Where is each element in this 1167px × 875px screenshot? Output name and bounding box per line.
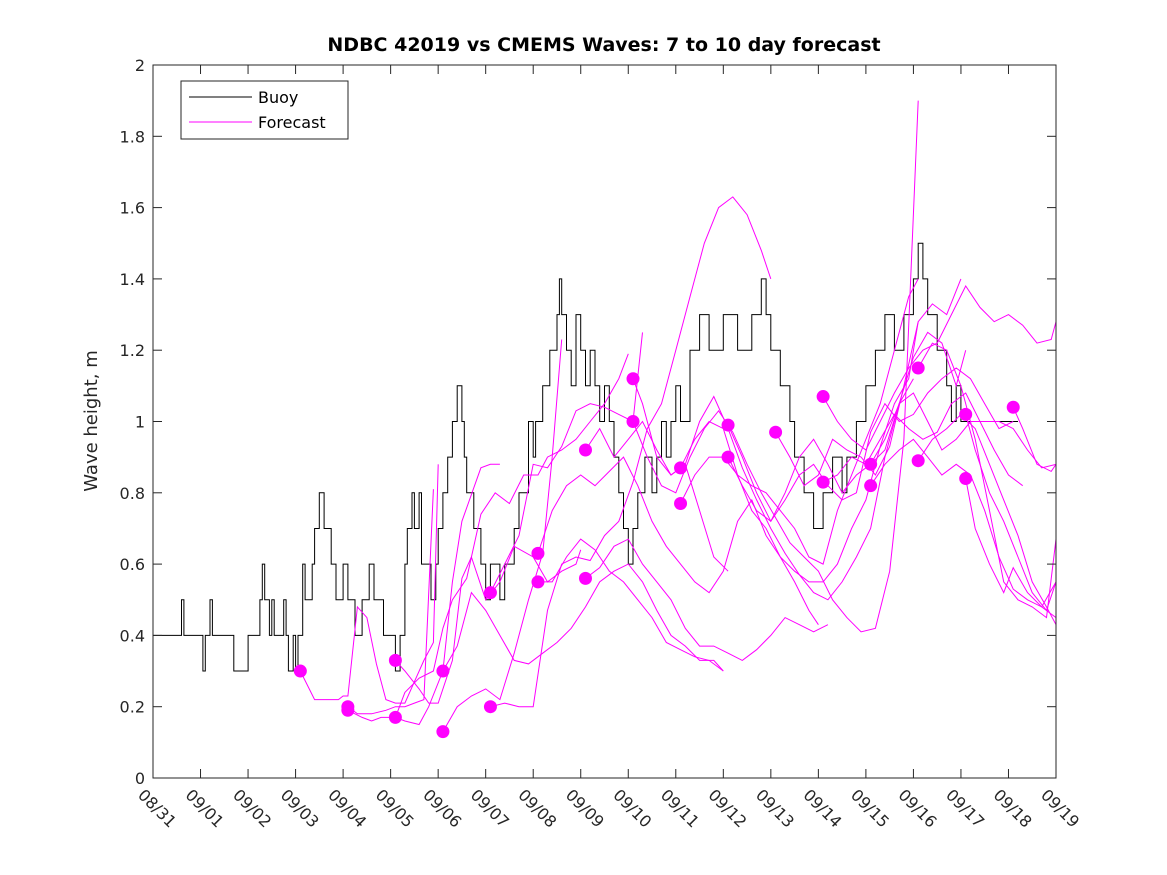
y-tick-label: 0.4	[120, 626, 145, 645]
plot-lines	[153, 100, 1056, 739]
forecast-series-line	[870, 438, 1056, 608]
forecast-series-line	[442, 339, 563, 732]
y-tick-label: 0	[135, 769, 145, 788]
legend-forecast-label: Forecast	[258, 113, 326, 132]
forecast-series-line	[965, 478, 1056, 619]
forecast-start-marker	[721, 418, 735, 432]
forecast-start-marker	[388, 653, 402, 667]
forecast-start-marker	[626, 415, 640, 428]
forecast-series-line	[1012, 406, 1056, 473]
forecast-start-marker	[959, 472, 973, 486]
forecast-series-line	[347, 489, 434, 715]
y-axis-label: Wave height, m	[81, 350, 102, 491]
forecast-start-marker	[674, 496, 688, 510]
y-tick-label: 0.2	[120, 698, 145, 717]
forecast-series-line	[489, 332, 643, 593]
buoy-series-line	[153, 242, 1018, 672]
legend-box	[180, 80, 349, 140]
y-tick-label: 1.4	[120, 270, 145, 289]
forecast-start-marker	[1006, 400, 1020, 414]
y-tick-label: 2	[135, 56, 145, 75]
forecast-series-line	[442, 563, 724, 672]
y-tick-label: 1.8	[120, 127, 145, 146]
y-tick-label: 0.6	[120, 555, 145, 574]
forecast-series-line	[632, 100, 919, 633]
forecast-series-line	[965, 414, 1056, 612]
chart-title: NDBC 42019 vs CMEMS Waves: 7 to 10 day f…	[327, 34, 880, 56]
forecast-series-line	[537, 456, 819, 625]
forecast-series-line	[727, 367, 1014, 523]
forecast-start-marker	[864, 457, 878, 471]
forecast-series-line	[299, 464, 439, 704]
forecast-start-marker	[531, 546, 545, 560]
forecast-series-line	[822, 392, 1024, 487]
forecast-start-marker	[911, 454, 925, 468]
y-tick-label: 0.8	[120, 484, 145, 503]
forecast-start-marker	[626, 372, 640, 386]
forecast-series-line	[347, 463, 500, 726]
forecast-start-marker	[816, 475, 830, 489]
forecast-start-marker	[864, 479, 878, 493]
forecast-start-marker	[388, 710, 402, 724]
forecast-series-line	[917, 413, 1056, 625]
forecast-start-marker	[578, 443, 592, 457]
y-tick-label: 1.6	[120, 199, 145, 218]
forecast-start-marker	[959, 407, 973, 421]
forecast-start-marker	[293, 664, 307, 678]
forecast-start-marker	[531, 575, 545, 589]
forecast-series-line	[585, 420, 729, 572]
forecast-start-marker	[578, 571, 592, 585]
forecast-series-line	[680, 278, 919, 565]
forecast-start-marker	[483, 700, 497, 714]
forecast-series-line	[394, 353, 629, 718]
forecast-start-marker	[436, 725, 450, 739]
legend-buoy-label: Buoy	[258, 88, 298, 107]
forecast-start-marker	[769, 425, 783, 439]
forecast-series-line	[727, 331, 967, 523]
y-tick-label: 1	[135, 413, 145, 432]
forecast-start-marker	[721, 450, 735, 464]
forecast-start-marker	[341, 703, 355, 717]
forecast-series-line	[680, 321, 919, 583]
forecast-start-marker	[436, 664, 450, 678]
y-tick-label: 1.2	[120, 341, 145, 360]
forecast-start-marker	[674, 461, 688, 475]
forecast-series-line	[870, 392, 1056, 469]
forecast-start-marker	[816, 390, 830, 404]
forecast-series-line	[822, 285, 1056, 451]
forecast-series-line	[490, 196, 772, 708]
forecast-series-line	[917, 342, 1056, 619]
forecast-start-marker	[483, 586, 497, 600]
forecast-start-marker	[911, 361, 925, 375]
legend: Buoy Forecast	[180, 80, 349, 140]
forecast-series-line	[538, 538, 724, 672]
forecast-series-line	[395, 545, 582, 704]
forecast-series-line	[585, 538, 829, 661]
